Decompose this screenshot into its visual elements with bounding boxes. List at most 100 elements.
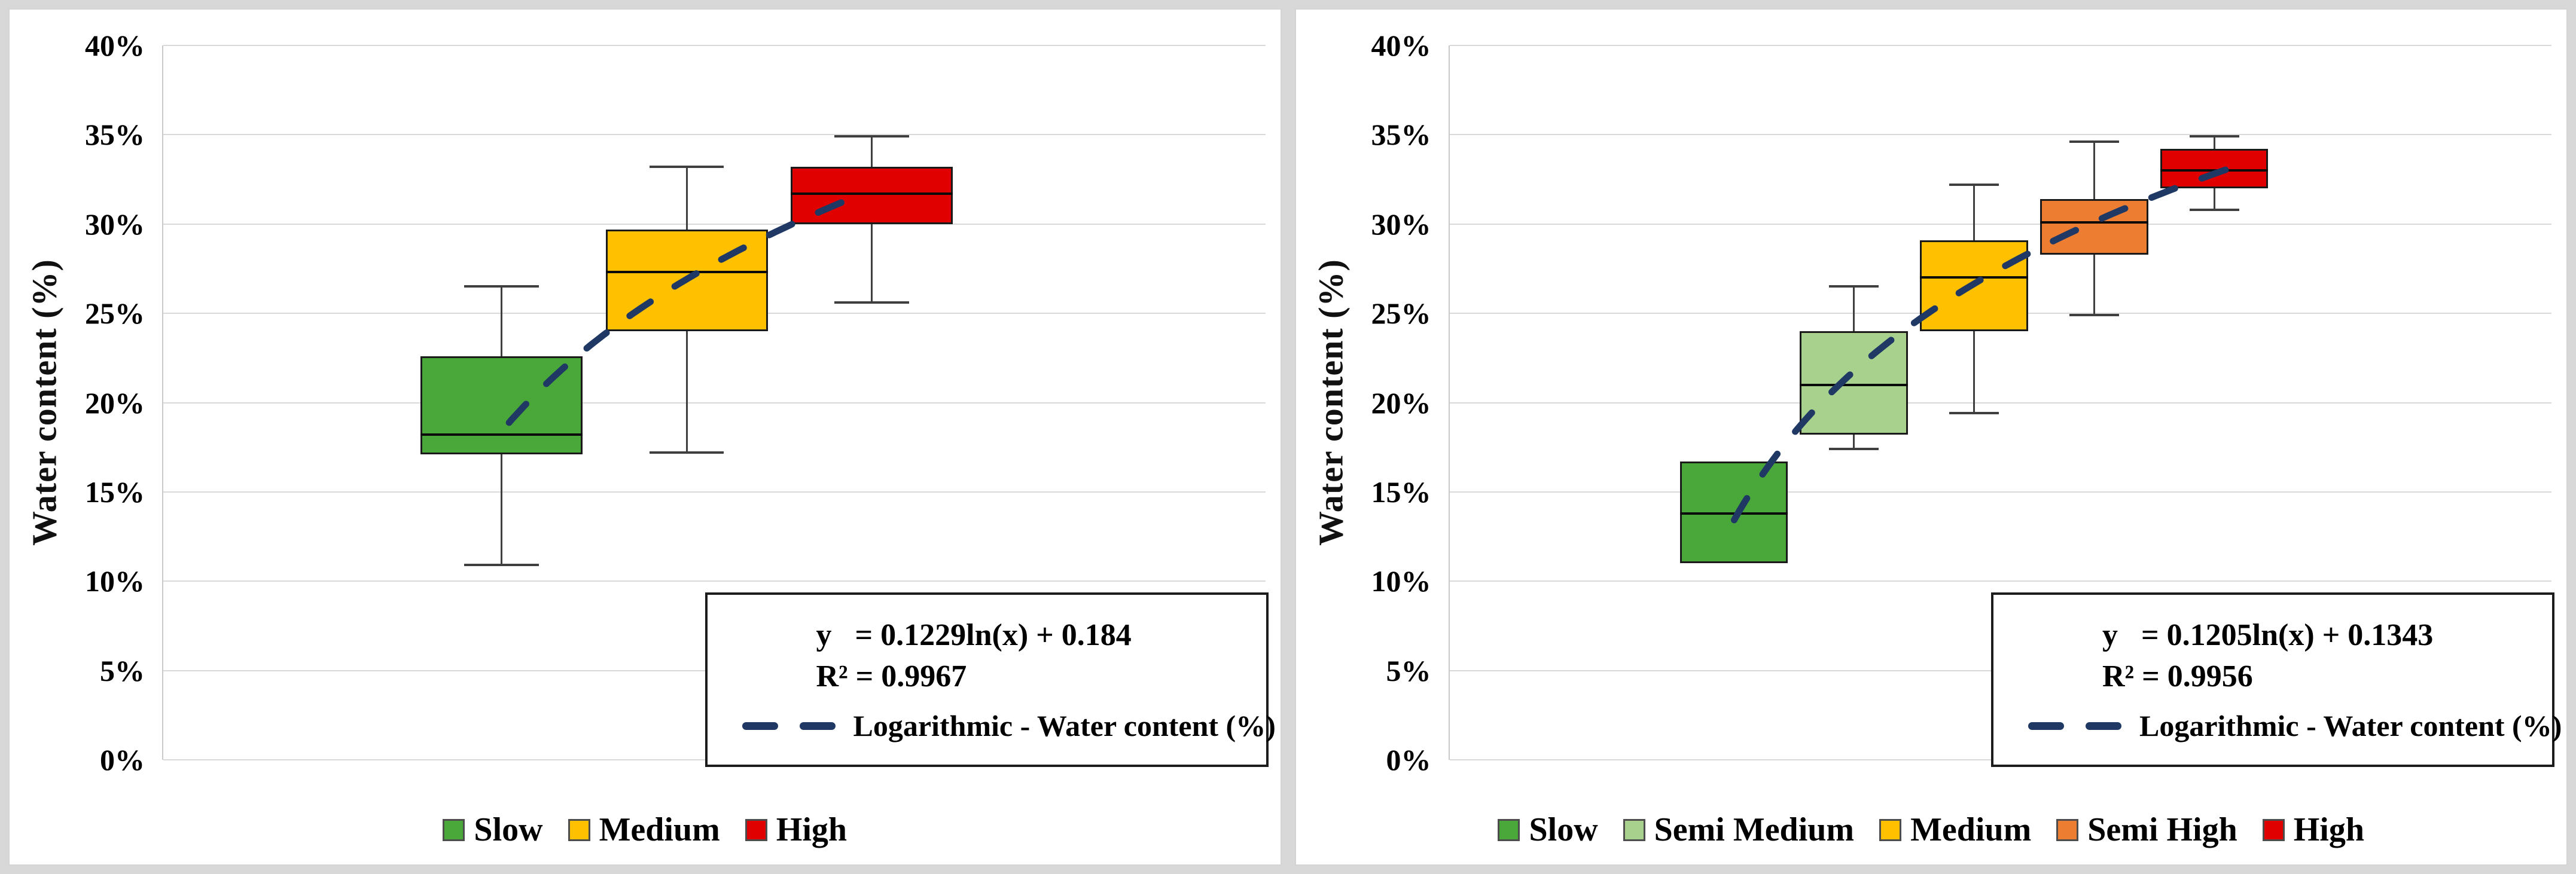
box-rect: [420, 356, 583, 455]
upper-whisker: [871, 136, 873, 167]
legend-label: Semi Medium: [1654, 811, 1855, 848]
y-tick-label: 0%: [100, 743, 145, 777]
y-tick-label: 30%: [85, 207, 145, 241]
upper-whisker: [2213, 136, 2215, 149]
lower-whisker: [2093, 254, 2095, 316]
legend: Slow Medium High: [10, 813, 1281, 847]
chart-panel-left: Water content (%) 0% 5% 10% 15% 20% 25% 30% 35%…: [8, 8, 1282, 866]
gridline: [163, 134, 1266, 136]
legend-marker: [1623, 818, 1645, 841]
legend-label: High: [776, 811, 848, 848]
box-rect: [605, 229, 768, 331]
legend-label: Medium: [1910, 811, 2032, 848]
legend-item: Slow: [443, 813, 543, 847]
legend-label: Semi High: [2087, 811, 2237, 848]
y-tick-label: 35%: [85, 118, 145, 152]
lower-whisker-cap: [2189, 208, 2239, 211]
upper-whisker: [1973, 185, 1976, 240]
dashed-line-icon: [2028, 722, 2121, 730]
legend-item: Semi Medium: [1623, 813, 1854, 847]
y-tick-label: 25%: [1371, 297, 1431, 331]
legend-item: Slow: [1498, 813, 1598, 847]
y-tick-label: 10%: [85, 564, 145, 598]
median-line: [2040, 221, 2148, 224]
equation-lines: y = 0.1205ln(x) + 0.1343 R² = 0.9956: [1993, 595, 2552, 697]
lower-whisker: [685, 331, 688, 453]
trendline-label: Logarithmic - Water content (%): [2139, 709, 2562, 742]
upper-whisker: [1853, 286, 1855, 331]
y-tick-label: 15%: [85, 475, 145, 509]
y-axis-ticks: 0% 5% 10% 15% 20% 25% 30% 35% 40%: [1296, 30, 1440, 775]
legend-marker: [2262, 818, 2285, 841]
box-rect: [2040, 198, 2148, 255]
box-rect: [791, 167, 953, 224]
y-tick-label: 10%: [1371, 564, 1431, 598]
median-line: [791, 192, 953, 195]
trendline-label: Logarithmic - Water content (%): [853, 709, 1276, 742]
y-tick-label: 40%: [85, 29, 145, 62]
box-slow: [420, 45, 583, 760]
y-tick-label: 0%: [1386, 743, 1431, 777]
y-tick-label: 5%: [1386, 653, 1431, 687]
legend-item: High: [745, 813, 847, 847]
median-line: [2160, 169, 2269, 172]
gridline: [1449, 580, 2551, 582]
upper-whisker-cap: [834, 135, 909, 138]
gridline: [163, 45, 1266, 46]
upper-whisker: [2093, 142, 2095, 199]
y-axis-ticks: 0% 5% 10% 15% 20% 25% 30% 35% 40%: [10, 30, 153, 775]
chart-panel-right: Water content (%) 0% 5% 10% 15% 20% 25% 30% 35%…: [1294, 8, 2568, 866]
median-line: [1679, 512, 1788, 515]
trendline-legend: Logarithmic - Water content (%): [742, 708, 1276, 743]
legend-marker: [1879, 818, 1902, 841]
equation-lines: y = 0.1229ln(x) + 0.184 R² = 0.9967: [708, 595, 1266, 697]
y-tick-label: 5%: [100, 653, 145, 687]
median-line: [1800, 383, 1908, 386]
median-line: [605, 271, 768, 274]
box-rect: [1920, 240, 2028, 331]
lower-whisker-cap: [1829, 448, 1879, 451]
legend-label: Slow: [1529, 811, 1598, 848]
lower-whisker: [1853, 435, 1855, 450]
y-tick-label: 20%: [1371, 386, 1431, 420]
equation-box: y = 0.1205ln(x) + 0.1343 R² = 0.9956 Log…: [1991, 592, 2562, 767]
gridline: [163, 580, 1266, 582]
legend-item: Medium: [568, 813, 720, 847]
upper-whisker-cap: [1829, 285, 1879, 288]
legend: Slow Semi Medium Medium Semi High High: [1296, 813, 2567, 847]
y-tick-label: 25%: [85, 297, 145, 331]
trendline-r-squared: R² = 0.9956: [2102, 659, 2253, 693]
median-line: [1920, 276, 2028, 279]
upper-whisker-cap: [2069, 140, 2119, 143]
lower-whisker: [501, 454, 503, 566]
legend-marker: [443, 818, 465, 841]
gridline: [1449, 134, 2551, 136]
median-line: [420, 433, 583, 436]
gridline: [163, 491, 1266, 493]
upper-whisker-cap: [464, 285, 539, 288]
gridline: [1449, 45, 2551, 46]
dashed-line-icon: [742, 722, 836, 730]
y-tick-label: 40%: [1371, 29, 1431, 62]
lower-whisker-cap: [2069, 314, 2119, 317]
upper-whisker-cap: [1949, 184, 1999, 187]
lower-whisker: [1973, 331, 1976, 414]
upper-whisker-cap: [649, 166, 724, 169]
trendline-r-squared: R² = 0.9967: [816, 659, 967, 693]
upper-whisker: [685, 167, 688, 230]
y-tick-label: 15%: [1371, 475, 1431, 509]
legend-marker: [2056, 818, 2079, 841]
equation-box: y = 0.1229ln(x) + 0.184 R² = 0.9967 Loga…: [705, 592, 1276, 767]
legend-item: High: [2262, 811, 2365, 848]
lower-whisker-cap: [649, 451, 724, 454]
legend-marker: [1498, 818, 1520, 841]
lower-whisker-cap: [464, 564, 539, 567]
box-semi-medium: [1800, 45, 1908, 760]
trendline-equation: y = 0.1229ln(x) + 0.184: [816, 618, 1132, 652]
legend-item: Semi High: [2056, 813, 2237, 847]
y-tick-label: 30%: [1371, 207, 1431, 241]
legend-label: High: [2293, 811, 2365, 848]
upper-whisker-cap: [2189, 135, 2239, 138]
box-slow: [1679, 45, 1788, 760]
